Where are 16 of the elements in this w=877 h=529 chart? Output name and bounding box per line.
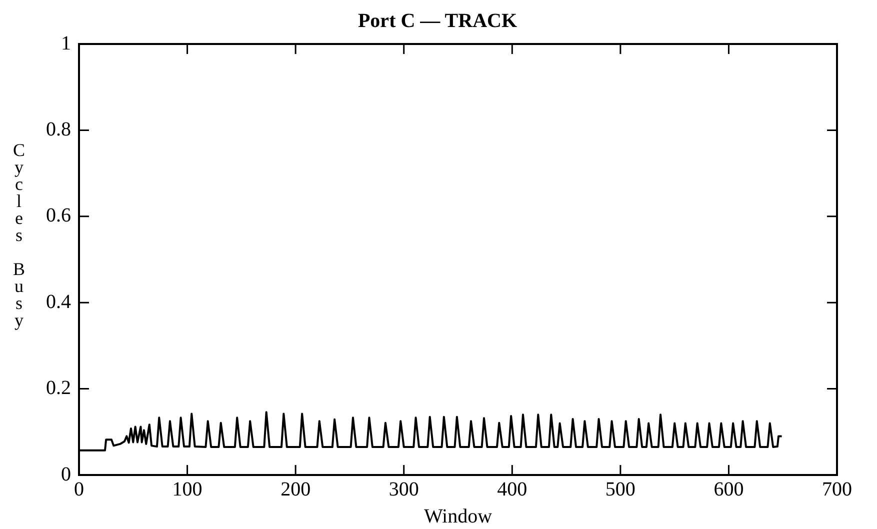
- x-tick-label: 600: [714, 478, 744, 500]
- x-tick-label: 700: [822, 478, 852, 500]
- y-tick-label: 0.4: [46, 290, 71, 313]
- y-axis-title: Cycles Busy: [8, 140, 29, 330]
- y-tick-label: 0.2: [46, 377, 71, 400]
- x-tick-label: 100: [172, 478, 202, 500]
- x-tick-label: 200: [280, 478, 311, 500]
- chart-title: Port C — TRACK: [358, 10, 518, 32]
- y-tick-label: 0: [61, 463, 71, 486]
- x-axis-title: Window: [424, 505, 493, 528]
- y-tick-label: 1: [61, 32, 71, 54]
- x-tick-label: 400: [497, 478, 528, 500]
- y-tick-label: 0.6: [46, 204, 71, 227]
- y-tick-label: 0.8: [46, 118, 71, 140]
- x-tick-label: 300: [388, 478, 419, 500]
- x-tick-label: 500: [605, 478, 636, 500]
